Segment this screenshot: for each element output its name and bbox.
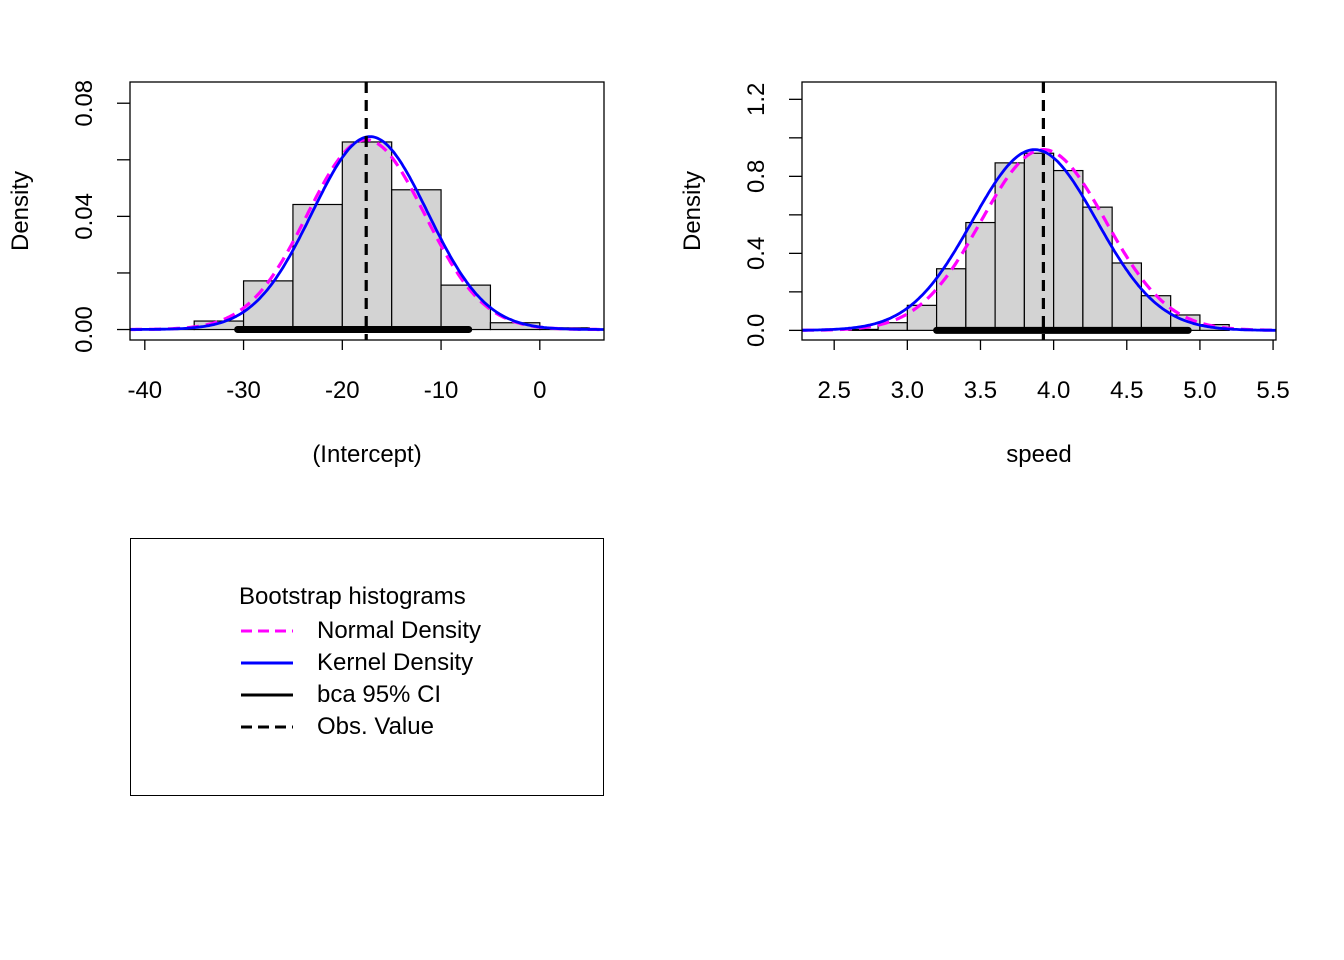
- histogram-bar: [848, 328, 879, 331]
- y-axis-title: Density: [7, 171, 34, 251]
- x-tick-label: 5.5: [1256, 377, 1289, 404]
- legend-label: Normal Density: [317, 617, 482, 644]
- legend-swatch-bca-ci: [241, 693, 293, 697]
- histogram-bar: [1140, 295, 1172, 331]
- x-tick-label: 5.0: [1183, 377, 1216, 404]
- y-tick-label: 0.4: [743, 237, 770, 270]
- legend-label: Kernel Density: [317, 649, 474, 676]
- y-axis-title: Density: [679, 171, 706, 251]
- legend-item-obs-value: Obs. Value: [239, 711, 579, 743]
- legend-swatch-kernel-density: [241, 661, 293, 665]
- legend-item-normal-density: Normal Density: [239, 615, 579, 647]
- histogram-bar: [440, 284, 492, 331]
- legend: Bootstrap histograms Normal Density Kern…: [130, 538, 604, 796]
- plot-frame: [801, 81, 1277, 341]
- histogram-bar: [965, 221, 996, 331]
- histogram-bar: [1082, 206, 1113, 331]
- x-tick-label: 0: [533, 377, 546, 404]
- y-tick-label: 0.00: [71, 306, 98, 353]
- legend-label: bca 95% CI: [317, 681, 442, 708]
- legend-label: Obs. Value: [317, 713, 434, 740]
- y-tick-label: 0.0: [743, 314, 770, 347]
- y-tick-label: 0.08: [71, 80, 98, 127]
- x-tick-label: -10: [424, 377, 459, 404]
- x-tick-label: 3.0: [891, 377, 924, 404]
- legend-item-bca-ci: bca 95% CI: [239, 679, 579, 711]
- legend-item-kernel-density: Kernel Density: [239, 647, 579, 679]
- legend-title: Bootstrap histograms: [239, 583, 466, 610]
- legend-swatch-obs-value: [241, 725, 293, 729]
- y-tick-label: 1.2: [743, 83, 770, 116]
- x-tick-label: 3.5: [964, 377, 997, 404]
- normal-density-curve: [802, 147, 1276, 332]
- x-tick-label: 2.5: [817, 377, 850, 404]
- x-tick-label: -30: [226, 377, 261, 404]
- plot-frame: [129, 81, 605, 341]
- histogram-bar: [906, 304, 938, 331]
- histogram-bar: [994, 162, 1025, 331]
- x-axis-title: speed: [1006, 441, 1071, 468]
- kernel-density-curve: [802, 148, 1276, 332]
- speed-histogram-panel: 2.5 3.0 3.5 4.0 4.5 5.0 5.5 0.0 0.4 0.8 1.2 speed De…: [679, 81, 1290, 468]
- y-tick-label: 0.8: [743, 160, 770, 193]
- histogram-bar: [1053, 169, 1084, 331]
- histogram-bar: [391, 189, 442, 331]
- histogram-bar: [292, 203, 343, 331]
- x-tick-label: 4.0: [1037, 377, 1070, 404]
- histogram-bar: [1023, 152, 1055, 331]
- histogram-bar: [935, 268, 967, 331]
- x-tick-label: 4.5: [1110, 377, 1143, 404]
- x-axis-title: (Intercept): [312, 441, 421, 468]
- intercept-histogram-panel: -40 -30 -20 -10 0 0.00 0.04 0.08 (Intercept) Dens…: [7, 80, 605, 468]
- y-tick-label: 0.04: [71, 193, 98, 240]
- legend-swatch-normal-density: [241, 629, 293, 633]
- x-tick-label: -20: [325, 377, 360, 404]
- x-tick-label: -40: [127, 377, 162, 404]
